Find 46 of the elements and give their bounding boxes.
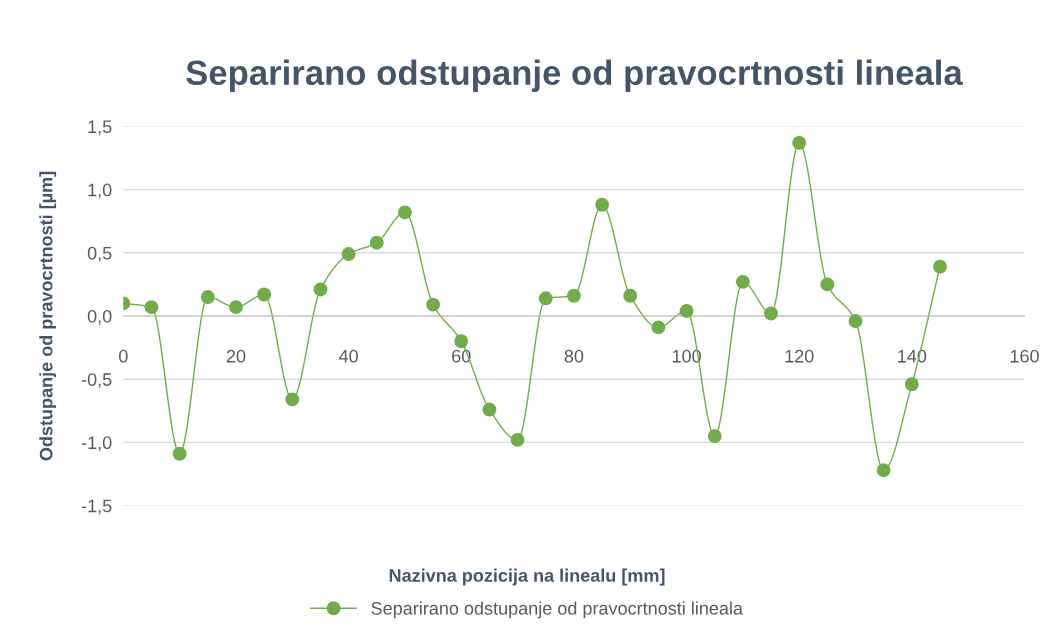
point [144, 300, 159, 315]
point [313, 282, 328, 297]
x-tick-label: 160 [1010, 349, 1039, 363]
point [454, 334, 469, 349]
point [341, 247, 356, 262]
x-tick-label: 80 [564, 349, 584, 363]
y-tick-label: 0,5 [87, 246, 112, 262]
point [510, 432, 525, 447]
point [538, 291, 553, 306]
point [623, 288, 638, 303]
chart-title: Separirano odstupanje od pravocrtnosti lineala [186, 59, 963, 92]
point [200, 290, 215, 304]
point [172, 446, 187, 461]
point [679, 303, 694, 318]
point [904, 377, 919, 392]
point [764, 306, 778, 321]
point [651, 320, 666, 335]
point [397, 205, 412, 220]
x-axis-title: Nazivna pozicija na linealu [mm] [389, 568, 665, 586]
point [820, 277, 835, 292]
y-tick-label: -0,5 [81, 373, 112, 389]
y-tick-label: -1,5 [81, 499, 112, 515]
point [735, 274, 750, 289]
point [482, 402, 497, 417]
x-tick-label: 40 [338, 349, 358, 363]
y-tick-label: 1,5 [88, 120, 112, 136]
point [257, 287, 272, 302]
x-tick-label: 0 [119, 349, 128, 363]
y-tick-label: 0,0 [87, 309, 112, 325]
point [595, 197, 610, 212]
point [848, 314, 863, 329]
point [933, 259, 947, 274]
point [566, 288, 581, 303]
point [707, 429, 722, 444]
x-tick-label: 20 [226, 349, 246, 363]
y-tick-label: -1,0 [81, 436, 112, 452]
legend-label: Separirano odstupanje od pravocrtnosti lineala [371, 601, 743, 619]
y-tick-label: 1,0 [88, 183, 112, 199]
point [876, 463, 891, 478]
point [229, 300, 243, 315]
point [369, 235, 384, 250]
y-axis-title: Odstupanje od pravocrtnosti [µm] [39, 171, 57, 461]
point [792, 135, 807, 150]
point [426, 297, 441, 312]
x-tick-label: 120 [785, 349, 814, 363]
point [285, 392, 300, 407]
